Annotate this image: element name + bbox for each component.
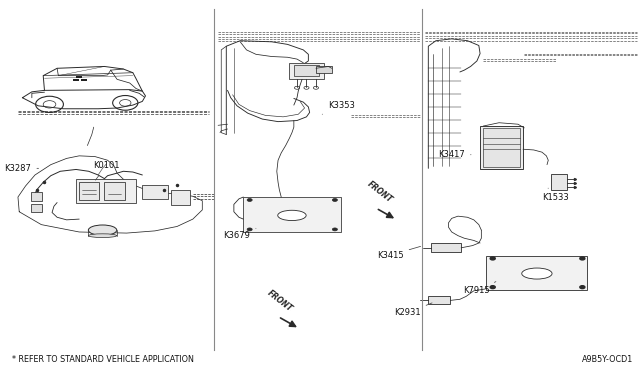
Bar — [294, 65, 319, 76]
Text: K3415: K3415 — [377, 246, 420, 260]
Text: K0101: K0101 — [93, 161, 120, 180]
Text: K7915: K7915 — [463, 282, 496, 295]
Ellipse shape — [522, 268, 552, 279]
Ellipse shape — [88, 225, 116, 235]
Ellipse shape — [88, 234, 116, 237]
Bar — [142, 185, 168, 199]
Bar — [31, 204, 42, 212]
Ellipse shape — [278, 210, 306, 221]
Text: K3417: K3417 — [438, 150, 471, 159]
Bar — [428, 296, 451, 304]
Bar — [31, 192, 42, 202]
Bar — [289, 63, 324, 79]
Bar — [431, 243, 461, 252]
Bar — [76, 76, 83, 78]
Bar — [551, 174, 566, 190]
Text: FRONT: FRONT — [266, 289, 294, 314]
Circle shape — [490, 286, 495, 289]
Bar — [104, 182, 125, 200]
Text: K3679: K3679 — [223, 228, 256, 240]
Text: K1533: K1533 — [543, 188, 569, 202]
Circle shape — [247, 199, 252, 202]
Bar — [243, 197, 341, 232]
Circle shape — [332, 199, 337, 202]
Bar — [486, 256, 588, 290]
Circle shape — [490, 257, 495, 260]
Bar — [76, 179, 136, 202]
Circle shape — [580, 257, 585, 260]
Bar — [480, 126, 523, 170]
Bar — [81, 78, 88, 81]
Circle shape — [580, 286, 585, 289]
Text: K3353: K3353 — [323, 101, 355, 114]
Circle shape — [247, 228, 252, 231]
Text: * REFER TO STANDARD VEHICLE APPLICATION: * REFER TO STANDARD VEHICLE APPLICATION — [12, 355, 193, 364]
Text: A9B5Y-OCD1: A9B5Y-OCD1 — [582, 355, 633, 364]
Text: K2931: K2931 — [394, 303, 432, 317]
Text: K3287: K3287 — [4, 164, 38, 173]
Bar — [316, 66, 332, 73]
Bar — [73, 78, 79, 81]
Circle shape — [332, 228, 337, 231]
Bar — [79, 182, 99, 200]
Text: FRONT: FRONT — [365, 179, 394, 205]
Bar — [483, 128, 520, 167]
Bar — [171, 190, 189, 205]
